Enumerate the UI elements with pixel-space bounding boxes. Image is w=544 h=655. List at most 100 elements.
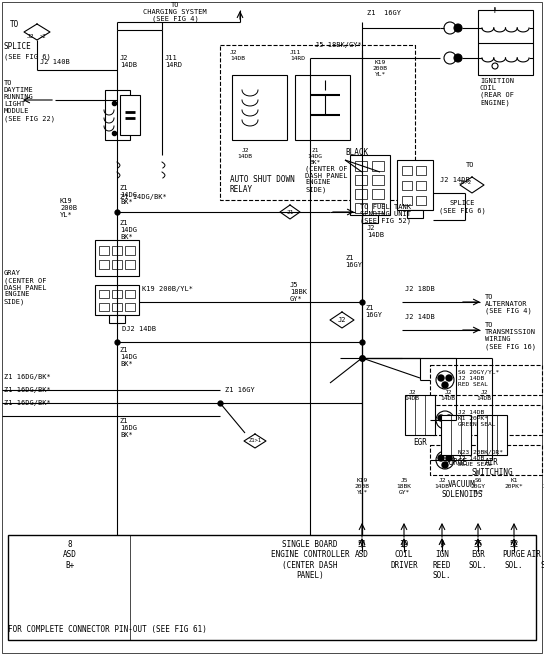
Bar [355, 175, 367, 185]
Text: DJ2 14DB: DJ2 14DB [122, 326, 156, 332]
Text: J11
14RD: J11 14RD [165, 55, 182, 68]
Text: S6
20GY
YL*: S6 20GY YL* [471, 478, 485, 495]
Text: 9
IGN
REED
SOL.: 9 IGN REED SOL. [432, 540, 452, 580]
Text: 51
ASD: 51 ASD [355, 540, 369, 559]
Text: J11
14RD: J11 14RD [290, 50, 305, 61]
Bar [407, 210, 423, 218]
Text: PURGE: PURGE [444, 458, 467, 467]
Text: BLACK: BLACK [345, 148, 368, 157]
Bar [8, 535, 536, 640]
Text: J2
14DB: J2 14DB [405, 390, 419, 401]
Circle shape [438, 415, 444, 421]
Text: J2>2: J2>2 [459, 181, 472, 185]
Text: S6 20GY/YL*
J2 14DB
RED SEAL: S6 20GY/YL* J2 14DB RED SEAL [458, 370, 499, 386]
Bar [99, 290, 109, 298]
Bar [416, 166, 426, 175]
Text: >2: >2 [40, 33, 46, 39]
Circle shape [454, 24, 462, 32]
Text: K19
200B
YL*: K19 200B YL* [60, 198, 77, 218]
Text: Z1>1: Z1>1 [249, 438, 262, 443]
Bar [232, 75, 287, 140]
Text: Z1: Z1 [286, 210, 294, 214]
Text: J2: J2 [338, 317, 346, 323]
Text: J2
14DB: J2 14DB [238, 148, 252, 159]
Bar [441, 415, 471, 455]
Text: J2: J2 [26, 33, 34, 39]
Text: J5
18BK
GY*: J5 18BK GY* [397, 478, 411, 495]
Bar [478, 10, 533, 75]
Text: SINGLE BOARD
ENGINE CONTROLLER
(CENTER DASH
PANEL): SINGLE BOARD ENGINE CONTROLLER (CENTER D… [271, 540, 349, 580]
Bar [355, 161, 367, 171]
Text: GRAY
(CENTER OF
DASH PANEL
ENGINE
SIDE): GRAY (CENTER OF DASH PANEL ENGINE SIDE) [4, 270, 46, 305]
Bar [125, 290, 135, 298]
Bar [120, 95, 140, 135]
Text: (CENTER OF
DASH PANEL
ENGINE
SIDE): (CENTER OF DASH PANEL ENGINE SIDE) [305, 165, 348, 193]
Text: Z1 16DG/BK*: Z1 16DG/BK* [4, 374, 51, 380]
Text: VACUUM
SOLENOIDS: VACUUM SOLENOIDS [441, 480, 483, 499]
Bar [99, 260, 109, 269]
Bar [397, 160, 433, 210]
Bar [402, 166, 412, 175]
Text: Z1
16GY: Z1 16GY [365, 305, 382, 318]
Text: 8
ASD
B+: 8 ASD B+ [63, 540, 77, 570]
Text: TO
CHARGING SYSTEM
(SEE FIG 4): TO CHARGING SYSTEM (SEE FIG 4) [143, 2, 207, 22]
Text: J2
14DB: J2 14DB [230, 50, 245, 61]
Bar [416, 196, 426, 205]
Text: AIR
SWITCHING: AIR SWITCHING [471, 458, 513, 477]
Bar [355, 189, 367, 199]
Circle shape [438, 375, 444, 381]
Bar [125, 246, 135, 255]
Text: K19
200B
YL*: K19 200B YL* [373, 60, 387, 77]
Circle shape [446, 455, 452, 461]
Bar [295, 75, 350, 140]
Text: (SEE FIG 6): (SEE FIG 6) [4, 53, 51, 60]
Text: 35
EGR
SOL.: 35 EGR SOL. [469, 540, 487, 570]
Text: Z1
16DG
BK*: Z1 16DG BK* [120, 418, 137, 438]
Bar [95, 285, 139, 315]
Bar [355, 203, 367, 213]
Text: Z1
14DG
BK*: Z1 14DG BK* [307, 148, 323, 164]
Text: K19
200B
YL*: K19 200B YL* [355, 478, 369, 495]
Bar [125, 260, 135, 269]
Bar [430, 445, 542, 475]
Text: J5 18BK/GY*: J5 18BK/GY* [315, 42, 362, 48]
Text: SPLICE
(SEE FIG 6): SPLICE (SEE FIG 6) [438, 200, 485, 214]
Bar [362, 215, 378, 223]
Text: J2 18DB: J2 18DB [405, 286, 435, 292]
Text: TO: TO [466, 162, 474, 168]
Text: J2 140B: J2 140B [40, 59, 70, 65]
Text: Z1
14DG
BK*: Z1 14DG BK* [120, 220, 137, 240]
Text: 36
AIR SWITCH
SOL.: 36 AIR SWITCH SOL. [527, 540, 544, 570]
Text: 19
COIL
DRIVER: 19 COIL DRIVER [390, 540, 418, 570]
Text: Z1 16GY: Z1 16GY [225, 387, 255, 393]
Text: TO
DAYTIME
RUNNING
LIGHT
MODULE
(SEE FIG 22): TO DAYTIME RUNNING LIGHT MODULE (SEE FIG… [4, 80, 55, 121]
Circle shape [446, 415, 452, 421]
Text: Z1
14DG
BK*: Z1 14DG BK* [120, 185, 137, 205]
Text: Z1
16GY: Z1 16GY [345, 255, 362, 268]
Text: IGNITION
COIL
(REAR OF
ENGINE): IGNITION COIL (REAR OF ENGINE) [480, 78, 514, 106]
Text: +: + [492, 5, 498, 15]
Circle shape [438, 455, 444, 461]
Bar [372, 189, 384, 199]
Text: Z1 16DG/BK*: Z1 16DG/BK* [4, 400, 51, 406]
Text: J5
18BK
GY*: J5 18BK GY* [290, 282, 307, 302]
Circle shape [442, 382, 448, 388]
Circle shape [442, 462, 448, 468]
Text: Z1 14DG/BK*: Z1 14DG/BK* [120, 194, 167, 200]
Bar [372, 161, 384, 171]
Text: J2
14DB: J2 14DB [367, 225, 384, 238]
Circle shape [442, 422, 448, 428]
Circle shape [454, 54, 462, 62]
Text: J2 14DB
K1 20PK*
GREEN SEAL: J2 14DB K1 20PK* GREEN SEAL [458, 410, 496, 426]
Text: FOR COMPLETE CONNECTOR PIN-OUT (SEE FIG 61): FOR COMPLETE CONNECTOR PIN-OUT (SEE FIG … [8, 625, 207, 634]
Bar [99, 246, 109, 255]
Text: TO: TO [10, 20, 19, 29]
Text: EGR: EGR [413, 438, 427, 447]
Bar [220, 45, 415, 200]
Bar [430, 365, 542, 395]
Bar [112, 290, 122, 298]
Bar [350, 155, 390, 215]
Text: J2
14DB: J2 14DB [441, 390, 455, 401]
Text: J2 14DB: J2 14DB [440, 177, 470, 183]
Bar [372, 175, 384, 185]
